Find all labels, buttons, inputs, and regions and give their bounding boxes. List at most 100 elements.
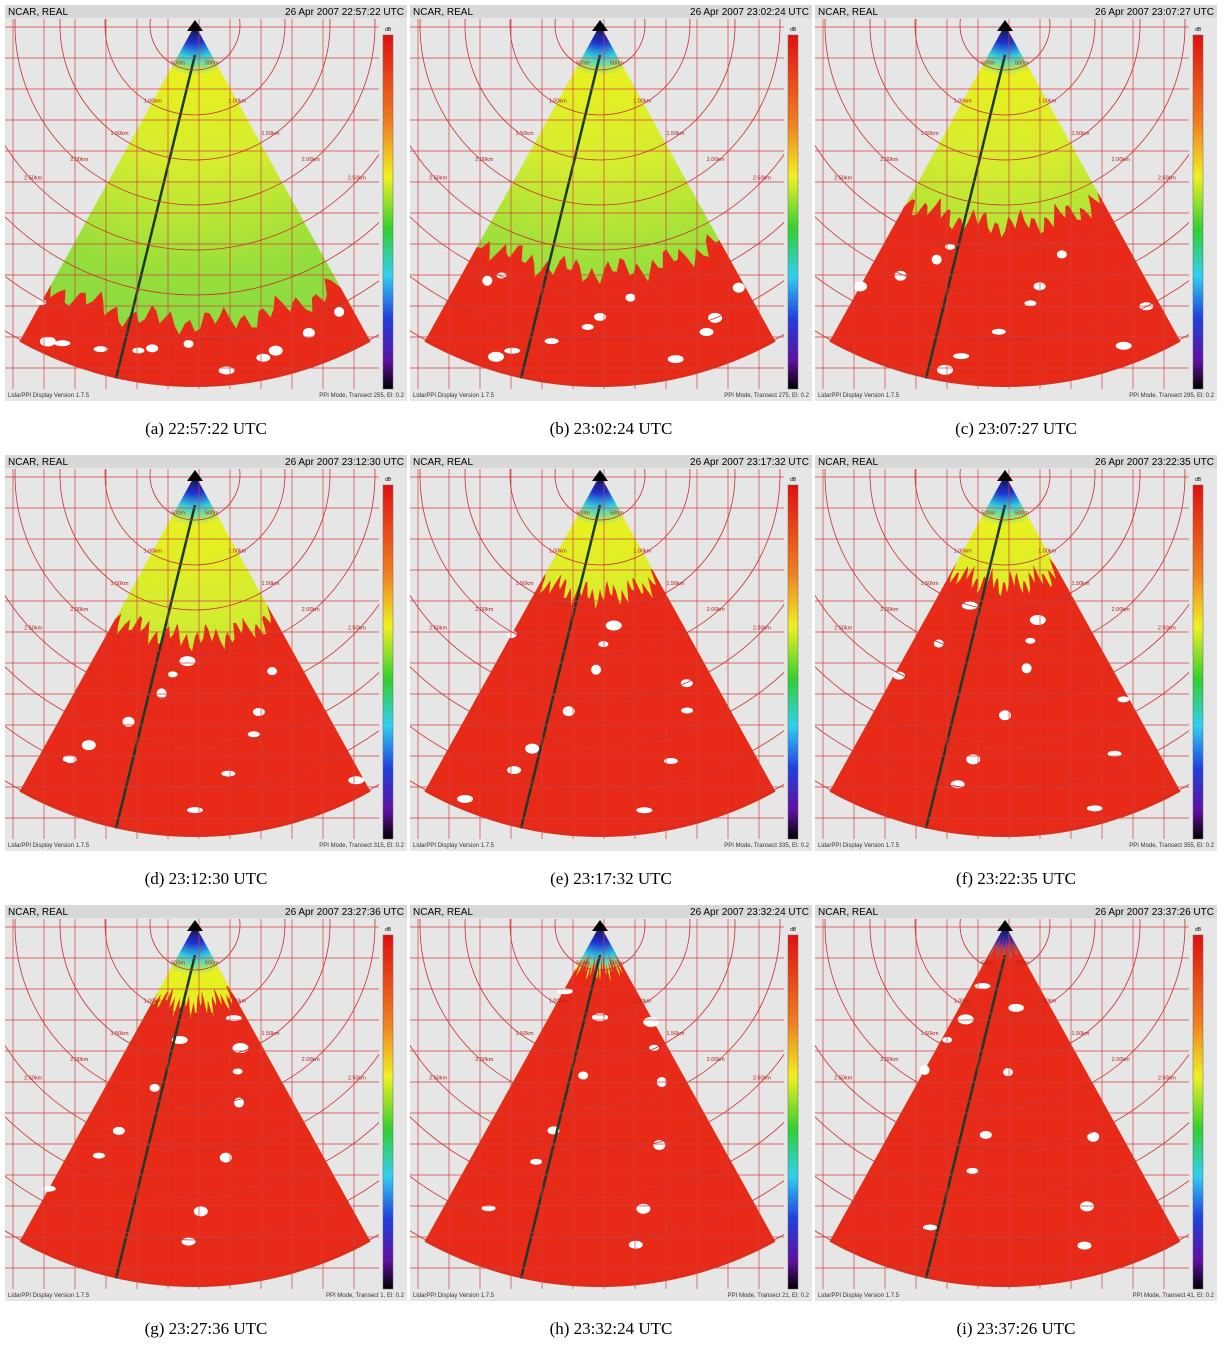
range-label: 1.50km (110, 131, 128, 137)
range-label: 2.00km (707, 1057, 725, 1063)
blank-patch (1077, 1242, 1091, 1250)
blank-patch (82, 740, 96, 750)
blank-patch (1117, 696, 1129, 702)
color-bar (1193, 485, 1203, 839)
footer-right: PPI Mode, Transect 335, El: 0.2 (724, 843, 809, 849)
blank-patch (966, 1168, 978, 1174)
blank-patch (653, 1140, 665, 1150)
range-label: 1.50km (261, 131, 279, 137)
range-label: 2.50km (429, 625, 447, 631)
blank-patch (1080, 1201, 1094, 1211)
blank-patch (606, 621, 622, 631)
blank-patch (267, 667, 277, 675)
range-label: 2.00km (707, 157, 725, 163)
blank-patch (184, 340, 194, 348)
range-label: 2.00km (1112, 607, 1130, 613)
blank-patch (578, 1072, 588, 1080)
footer-right: PPI Mode, Transect 41, El: 0.2 (1133, 1293, 1215, 1299)
blank-patch (974, 983, 990, 989)
lidar-screenshot: NCAR, REAL26 Apr 2007 23:12:30 UTC500m50… (5, 455, 407, 851)
blank-patch (113, 1127, 125, 1135)
panel: NCAR, REAL26 Apr 2007 23:22:35 UTC500m50… (815, 455, 1217, 851)
blank-patch (668, 355, 684, 363)
range-label: 2.00km (475, 1057, 493, 1063)
blank-patch (253, 708, 265, 716)
blank-patch (853, 281, 867, 291)
blank-patch (1003, 1068, 1013, 1076)
range-label: 500m (610, 511, 624, 517)
range-label: 2.00km (70, 157, 88, 163)
range-label: 1.00km (954, 98, 972, 104)
range-label: 2.50km (348, 1075, 366, 1081)
range-label: 2.50km (429, 175, 447, 181)
blank-patch (1087, 805, 1103, 811)
footer-right: PPI Mode, Transect 1, El: 0.2 (326, 1293, 405, 1299)
blank-patch (629, 1241, 643, 1249)
color-bar (788, 935, 798, 1289)
blank-patch (958, 1014, 974, 1024)
blank-patch (625, 294, 635, 302)
range-label: 2.50km (24, 625, 42, 631)
range-label: 1.00km (954, 548, 972, 554)
range-label: 1.50km (666, 131, 684, 137)
blank-patch (187, 807, 203, 813)
caption: (f) 23:22:35 UTC (815, 869, 1217, 889)
blank-patch (303, 328, 315, 338)
lidar-screenshot: NCAR, REAL26 Apr 2007 23:02:24 UTC500m50… (410, 5, 812, 401)
blank-patch (93, 1153, 105, 1159)
blank-patch (530, 1159, 542, 1165)
caption: (b) 23:02:24 UTC (410, 419, 812, 439)
blank-patch (1022, 663, 1032, 673)
color-bar (1193, 35, 1203, 389)
caption: (g) 23:27:36 UTC (5, 1319, 407, 1339)
range-label: 1.50km (666, 1031, 684, 1037)
range-label: 500m (205, 61, 219, 67)
color-bar-units: dB (790, 27, 797, 33)
footer-left: LidarPPI Display Version 1.7.5 (818, 843, 900, 849)
blank-patch (733, 283, 745, 293)
panel: NCAR, REAL26 Apr 2007 23:32:24 UTC500m50… (410, 905, 812, 1301)
header-left: NCAR, REAL (818, 7, 878, 18)
footer-right: PPI Mode, Transect 295, El: 0.2 (1129, 393, 1214, 399)
blank-patch (146, 344, 158, 352)
range-label: 1.00km (549, 548, 567, 554)
color-bar-units: dB (1195, 927, 1202, 933)
header-right: 26 Apr 2007 23:07:27 UTC (1095, 7, 1214, 18)
color-bar-units: dB (790, 477, 797, 483)
caption: (d) 23:12:30 UTC (5, 869, 407, 889)
blank-patch (221, 771, 235, 777)
range-label: 2.00km (475, 157, 493, 163)
header-left: NCAR, REAL (413, 907, 473, 918)
blank-patch (40, 336, 56, 346)
panel: NCAR, REAL26 Apr 2007 22:57:22 UTC500m50… (5, 5, 407, 401)
range-label: 500m (576, 61, 590, 67)
blank-patch (256, 354, 270, 362)
header-left: NCAR, REAL (8, 457, 68, 468)
range-label: 1.50km (261, 581, 279, 587)
blank-patch (1116, 342, 1132, 350)
color-bar (788, 485, 798, 839)
color-bar (788, 35, 798, 389)
range-label: 2.50km (348, 625, 366, 631)
blank-patch (348, 776, 364, 784)
color-bar-units: dB (1195, 27, 1202, 33)
range-label: 2.00km (70, 607, 88, 613)
range-label: 2.50km (1158, 625, 1176, 631)
range-label: 500m (171, 961, 185, 967)
caption: (e) 23:17:32 UTC (410, 869, 812, 889)
blank-patch (482, 276, 492, 286)
range-label: 1.50km (515, 1031, 533, 1037)
header-left: NCAR, REAL (818, 907, 878, 918)
footer-left: LidarPPI Display Version 1.7.5 (8, 1293, 90, 1299)
color-bar-units: dB (385, 927, 392, 933)
footer-left: LidarPPI Display Version 1.7.5 (413, 393, 495, 399)
caption: (c) 23:07:27 UTC (815, 419, 1217, 439)
lidar-screenshot: NCAR, REAL26 Apr 2007 23:17:32 UTC500m50… (410, 455, 812, 851)
range-label: 1.00km (144, 548, 162, 554)
footer-right: PPI Mode, Transect 255, El: 0.2 (319, 393, 404, 399)
color-bar-units: dB (385, 27, 392, 33)
blank-patch (937, 365, 953, 375)
blank-patch (643, 1017, 659, 1027)
blank-patch (1025, 638, 1035, 644)
range-label: 2.00km (475, 607, 493, 613)
